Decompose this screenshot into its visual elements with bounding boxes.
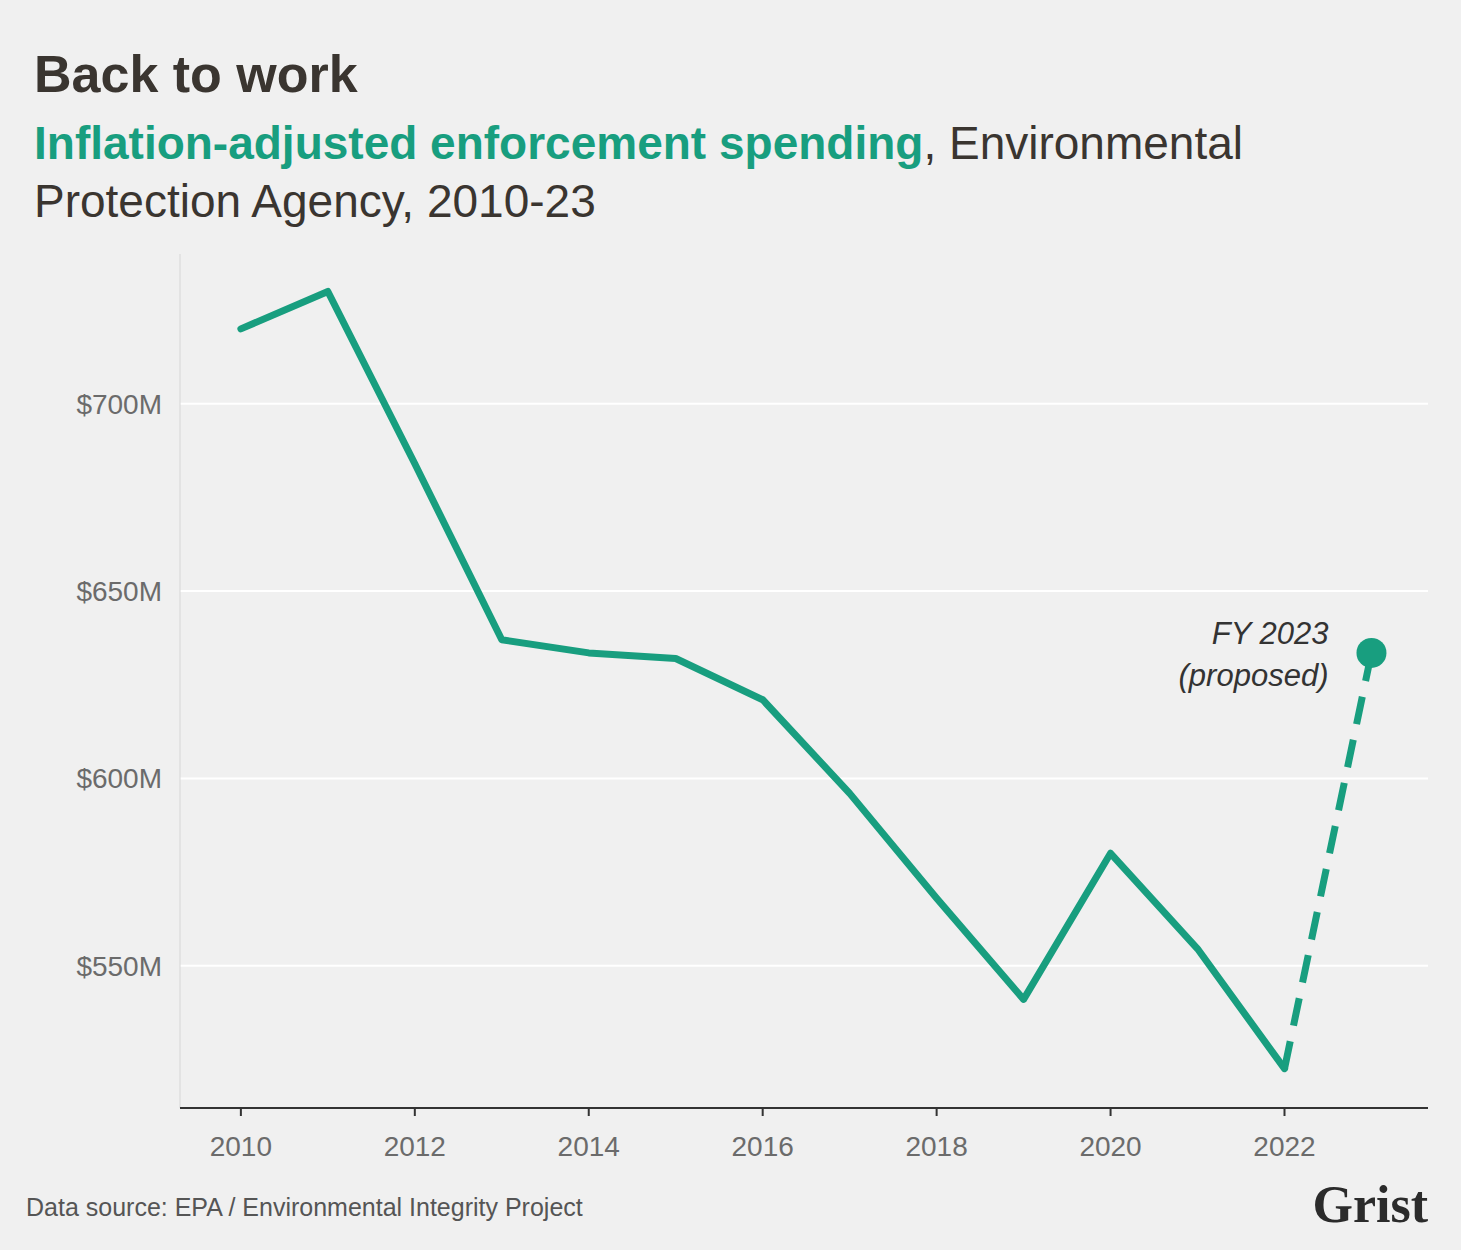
x-tick (414, 1108, 416, 1116)
grid-line (180, 777, 1428, 779)
y-tick-label: $700M (76, 389, 162, 420)
subtitle-highlight: Inflation-adjusted enforcement spending (34, 117, 923, 169)
grid-line (180, 403, 1428, 405)
x-tick-label: 2012 (384, 1131, 446, 1162)
x-tick (1110, 1108, 1112, 1116)
annotation: (proposed) (1179, 658, 1329, 693)
logo: Grist (1312, 1176, 1428, 1233)
x-tick-label: 2022 (1253, 1131, 1315, 1162)
x-tick-label: 2018 (905, 1131, 967, 1162)
chart: $550M $600M $650M $700M 2010 2012 2014 2016 2018… (0, 0, 1461, 1250)
x-tick (762, 1108, 764, 1116)
subtitle: Inflation-adjusted enforcement spending,… (34, 114, 1434, 230)
proposed-point (1356, 638, 1386, 668)
source: Data source: EPA / Environmental Integri… (26, 1193, 583, 1221)
x-tick-label: 2016 (732, 1131, 794, 1162)
y-tick-label: $650M (76, 576, 162, 607)
proposed-line (1285, 653, 1372, 1069)
x-tick (588, 1108, 590, 1116)
plot-marks (241, 291, 1387, 1068)
y-axis-line (180, 254, 181, 1108)
x-tick-label: 2010 (210, 1131, 272, 1162)
x-tick-label: 2014 (558, 1131, 620, 1162)
x-tick (936, 1108, 938, 1116)
spending-line (241, 291, 1285, 1068)
grid-line (180, 590, 1428, 592)
title: Back to work (34, 44, 358, 104)
y-tick-label: $550M (76, 951, 162, 982)
x-tick (1284, 1108, 1286, 1116)
x-axis-line (180, 1107, 1428, 1109)
x-tick-label: 2020 (1079, 1131, 1141, 1162)
annotation: FY 2023 (1212, 616, 1329, 651)
grid-line (180, 965, 1428, 967)
y-tick-label: $600M (76, 763, 162, 794)
x-tick (240, 1108, 242, 1116)
